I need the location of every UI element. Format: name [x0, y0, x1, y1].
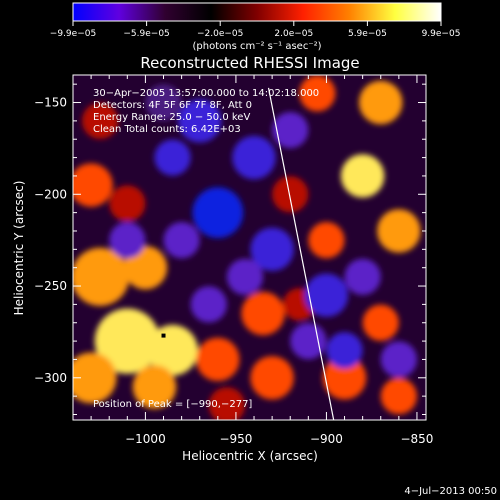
y-axis-label: Heliocentric Y (arcsec) [12, 181, 26, 316]
heatmap-blob [308, 222, 345, 259]
y-axis-ticks: −150 −200 −250 −300 [34, 83, 426, 415]
heatmap-blob [250, 356, 294, 400]
colorbar-tick-label: −2.0e−05 [197, 29, 243, 39]
heatmap-blob [190, 286, 227, 323]
heatmap-blob [82, 102, 119, 139]
heatmap-blob [272, 111, 309, 149]
y-tick-label: −200 [34, 187, 67, 201]
heatmap-blob [192, 187, 244, 238]
heatmap-blob [73, 247, 130, 306]
x-tick-label: −950 [219, 432, 252, 446]
x-tick-label: −850 [400, 432, 433, 446]
heatmap-blob [362, 304, 399, 341]
chart-title: Reconstructed RHESSI Image [140, 54, 359, 72]
heatmap-blob [73, 163, 113, 207]
heatmap-blob [226, 258, 264, 295]
heatmap-blob [241, 291, 285, 336]
heatmap-blob [145, 84, 182, 121]
heatmap-blob [299, 75, 336, 112]
y-tick-label: −250 [34, 279, 67, 293]
heatmap [73, 75, 421, 420]
heatmap-blob [290, 322, 327, 360]
heatmap-blob [322, 356, 367, 400]
heatmap-blob [304, 273, 349, 317]
colorbar-tick-label: 5.9e−05 [348, 29, 387, 39]
heatmap-blob [109, 222, 146, 259]
heatmap-blob [163, 222, 200, 259]
colorbar-tick-label: −9.9e−05 [50, 29, 96, 39]
colorbar-tick-label: 2.0e−05 [274, 29, 313, 39]
x-tick-label: −1000 [125, 432, 166, 446]
heatmap-blob [340, 154, 385, 198]
colorbar-ticks: −9.9e−05 −5.9e−05 −2.0e−05 2.0e−05 5.9e−05 9.… [50, 21, 461, 39]
heatmap-blob [123, 245, 168, 290]
footer-date: 4−Jul−2013 00:50 [404, 486, 497, 497]
heatmap-blob [109, 185, 146, 222]
colorbar-tick-label: −5.9e−05 [123, 29, 169, 39]
heatmap-blob [208, 387, 245, 420]
x-axis-label: Heliocentric X (arcsec) [182, 449, 318, 463]
heatmap-blob [73, 352, 117, 404]
x-tick-label: −900 [310, 432, 343, 446]
heatmap-blob [94, 308, 160, 374]
annotation-detectors: Detectors: 4F 5F 6F 7F 8F, Att 0 [93, 100, 252, 111]
heatmap-blob [232, 135, 276, 180]
x-axis-ticks: −1000 −950 −900 −850 [90, 75, 433, 446]
heatmap-blob [344, 258, 381, 295]
annotation-time-range: 30−Apr−2005 13:57:00.000 to 14:02:18.000 [93, 88, 319, 99]
colorbar-unit-label: (photons cm⁻² s⁻¹ asec⁻²) [192, 41, 321, 52]
heatmap-blob [377, 209, 421, 253]
heatmap-blob [326, 332, 363, 369]
solar-limb-line [267, 87, 335, 420]
heatmap-blob [147, 324, 198, 376]
heatmap-blob [380, 341, 417, 378]
heatmap-blob [177, 99, 222, 143]
colorbar [72, 2, 442, 22]
annotation-clean-counts: Clean Total counts: 6.42E+03 [93, 124, 241, 135]
colorbar-tick-label: 9.9e−05 [422, 29, 461, 39]
heatmap-blob [154, 139, 191, 176]
heatmap-blob [196, 337, 240, 382]
heatmap-blob [132, 365, 177, 409]
heatmap-blob [272, 176, 309, 213]
peak-position-label: Position of Peak = [−990,−277] [93, 399, 252, 410]
peak-marker [161, 333, 166, 338]
y-tick-label: −150 [34, 96, 67, 110]
heatmap-blob [359, 80, 403, 125]
plot-frame [72, 74, 427, 421]
annotation-energy-range: Energy Range: 25.0 − 50.0 keV [93, 112, 250, 123]
y-tick-label: −300 [34, 371, 67, 385]
heatmap-blob [380, 378, 417, 415]
heatmap-blob [250, 227, 294, 272]
